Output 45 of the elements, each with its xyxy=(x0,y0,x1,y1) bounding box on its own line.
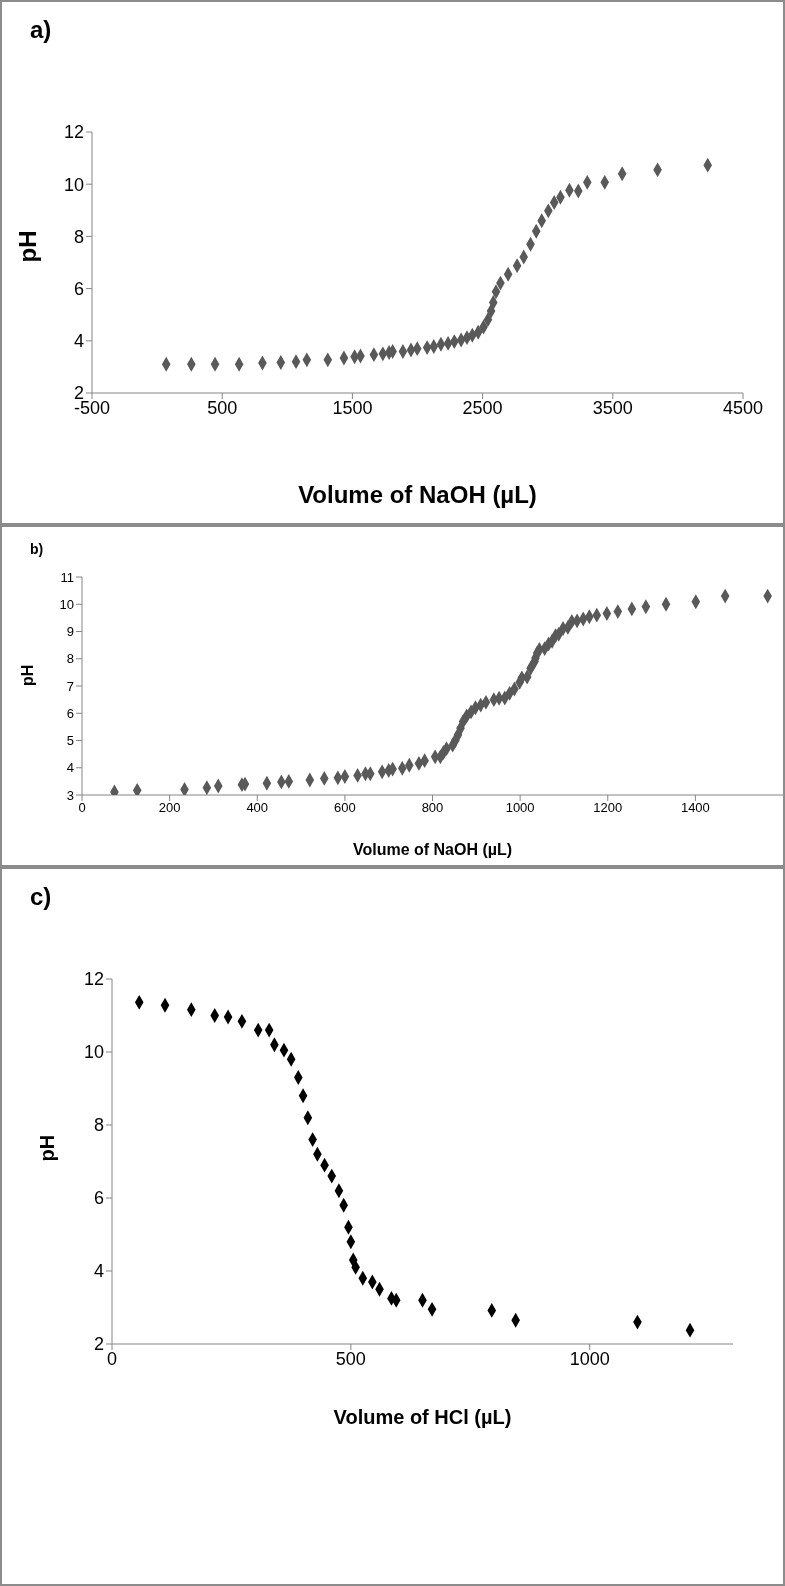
y-tick-label: 8 xyxy=(66,651,74,667)
x-tick-label: 3500 xyxy=(592,397,633,418)
y-axis-title: pH xyxy=(13,230,41,263)
y-tick-label: 3 xyxy=(66,787,74,803)
y-tick-label: 8 xyxy=(93,1115,104,1136)
x-tick-label: 200 xyxy=(158,800,181,816)
y-tick-label: 6 xyxy=(73,278,84,299)
y-tick-label: 10 xyxy=(63,174,84,195)
x-tick-label: 0 xyxy=(106,1348,118,1369)
y-tick-label: 12 xyxy=(83,969,104,990)
x-tick-label: 500 xyxy=(335,1348,366,1369)
x-tick-label: 800 xyxy=(421,800,444,816)
x-tick-label: 1000 xyxy=(569,1348,610,1369)
x-tick-label: 1000 xyxy=(505,800,535,816)
x-tick-label: 4500 xyxy=(722,397,764,418)
y-tick-label: 6 xyxy=(93,1188,104,1209)
y-tick-label: 9 xyxy=(66,624,74,640)
y-tick-label: 4 xyxy=(73,331,84,352)
y-axis-title: pH xyxy=(36,1134,59,1162)
y-tick-label: 4 xyxy=(93,1261,104,1282)
y-axis-title: pH xyxy=(18,664,36,686)
y-tick-label: 8 xyxy=(73,226,84,247)
x-tick-label: 400 xyxy=(246,800,269,816)
y-tick-label: 12 xyxy=(63,122,84,143)
x-axis-title: Volume of NaOH (µL) xyxy=(352,841,513,858)
y-tick-label: 2 xyxy=(93,1334,104,1355)
x-tick-label: 600 xyxy=(334,800,356,816)
y-tick-label: 10 xyxy=(83,1042,104,1063)
x-tick-label: 1200 xyxy=(593,800,623,816)
x-tick-label: 1400 xyxy=(680,800,710,816)
x-tick-label: 0 xyxy=(78,800,86,816)
y-tick-label: 6 xyxy=(66,705,74,721)
y-tick-label: 11 xyxy=(60,569,74,585)
x-tick-label: 2500 xyxy=(462,397,503,418)
x-axis-title: Volume of HCl (µL) xyxy=(333,1406,512,1428)
y-tick-label: 7 xyxy=(66,678,74,694)
y-tick-label: 4 xyxy=(66,760,74,776)
y-tick-label: 10 xyxy=(59,596,74,612)
x-tick-label: 1500 xyxy=(332,397,373,418)
chart-title: c) xyxy=(30,883,52,911)
chart-title: b) xyxy=(30,541,44,557)
x-tick-label: 500 xyxy=(207,397,238,418)
chart-title: a) xyxy=(30,16,52,44)
x-axis-title: Volume of NaOH (µL) xyxy=(298,481,537,508)
y-tick-label: 5 xyxy=(66,733,74,749)
